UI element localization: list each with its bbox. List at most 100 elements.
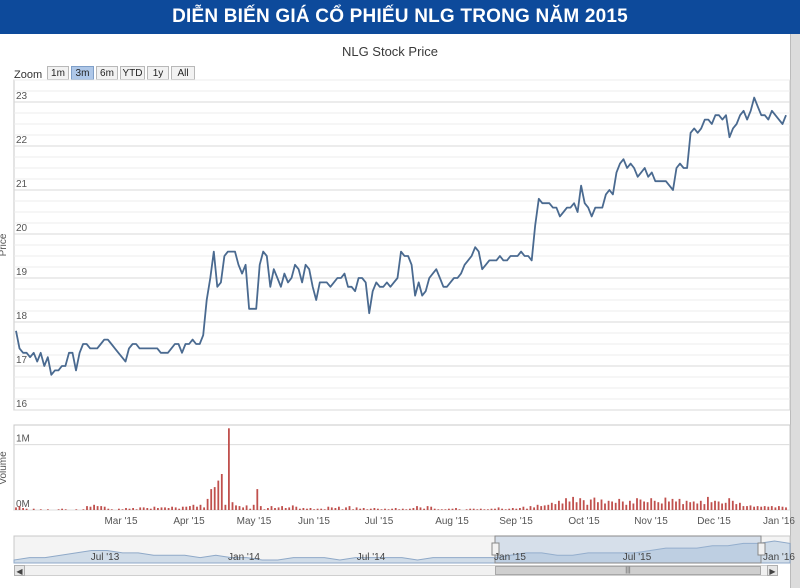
scroll-left-icon[interactable]: ◀	[14, 565, 25, 576]
volume-bar	[164, 507, 166, 510]
volume-bar	[387, 509, 390, 510]
volume-bar	[458, 509, 461, 510]
volume-bar	[341, 509, 344, 510]
volume-bar	[494, 508, 496, 510]
volume-bar	[118, 508, 120, 510]
volume-bar	[238, 506, 241, 510]
volume-bar	[380, 509, 383, 510]
volume-bar	[515, 508, 518, 510]
volume-bar	[242, 507, 244, 510]
volume-bar	[685, 500, 688, 510]
volume-bar	[778, 506, 780, 510]
volume-bar	[611, 501, 613, 510]
volume-bar	[39, 509, 42, 510]
volume-bar	[192, 504, 195, 510]
volume-bar	[274, 508, 276, 510]
volume-bar	[384, 508, 386, 510]
volume-bar	[717, 501, 720, 510]
volume-bar	[110, 509, 113, 510]
volume-bar	[306, 508, 308, 510]
volume-bar	[660, 503, 663, 510]
volume-bar	[323, 509, 326, 510]
volume-bar	[699, 500, 702, 510]
volume-bar	[394, 508, 397, 510]
volume-plot-area	[13, 424, 791, 511]
volume-bar	[579, 498, 582, 510]
volume-bar	[653, 500, 656, 510]
volume-bar	[235, 505, 237, 510]
volume-bar	[519, 508, 521, 510]
volume-bar	[281, 506, 283, 510]
volume-tick-label: 0M	[16, 499, 30, 510]
volume-bar	[377, 508, 379, 510]
volume-bar	[426, 506, 429, 510]
volume-bar	[572, 496, 574, 510]
volume-bar	[554, 504, 557, 510]
volume-bar	[643, 501, 645, 510]
volume-bar	[61, 508, 63, 510]
volume-bar	[96, 506, 99, 510]
volume-bar	[540, 506, 543, 510]
navigator-right-handle	[757, 542, 766, 556]
volume-bar	[629, 500, 631, 510]
volume-bar	[529, 506, 532, 510]
volume-bar	[770, 506, 773, 510]
volume-bar	[196, 506, 198, 510]
volume-bar	[291, 505, 294, 510]
volume-bar	[636, 498, 638, 510]
volume-bar	[561, 503, 564, 510]
volume-bar	[675, 501, 677, 510]
price-tick-label: 18	[16, 311, 28, 322]
volume-bar	[330, 507, 333, 510]
volume-bar	[526, 508, 528, 510]
volume-bar	[739, 502, 741, 510]
x-tick-label: Mar '15	[104, 516, 137, 527]
price-tick-label: 19	[16, 267, 28, 278]
volume-bar	[423, 508, 425, 510]
volume-bar	[568, 501, 571, 510]
volume-bar	[267, 508, 269, 510]
volume-bar	[490, 508, 493, 510]
volume-bar	[781, 506, 784, 510]
scroll-right-icon[interactable]: ▶	[767, 565, 778, 576]
volume-bar	[416, 506, 418, 510]
volume-bar	[710, 502, 713, 510]
volume-bar	[774, 507, 777, 510]
x-tick-label: Aug '15	[435, 516, 469, 527]
zoom-button-1m[interactable]: 1m	[47, 66, 69, 80]
volume-bar	[206, 498, 209, 510]
volume-bar	[401, 508, 404, 510]
price-axis-label: Price	[0, 233, 9, 256]
volume-bar	[252, 504, 255, 510]
volume-bar	[558, 500, 560, 510]
scrollbar-thumb[interactable]: |||	[495, 566, 761, 575]
volume-bar	[75, 509, 78, 510]
volume-bar	[547, 504, 550, 510]
volume-bar	[391, 508, 393, 510]
volume-bar	[582, 500, 585, 510]
volume-bar	[444, 509, 447, 510]
volume-bar	[597, 502, 599, 510]
price-series-line	[15, 96, 787, 376]
volume-bar	[607, 500, 610, 510]
volume-bar	[405, 509, 408, 510]
volume-bar	[47, 509, 49, 510]
volume-bar	[604, 503, 606, 510]
navigator-tick-label: Jan '15	[494, 552, 526, 563]
volume-bar	[64, 509, 67, 510]
volume-bar	[465, 509, 468, 510]
volume-bar	[533, 507, 535, 510]
volume-bar	[785, 507, 787, 510]
x-tick-label: Jul '15	[365, 516, 394, 527]
volume-bar	[86, 506, 88, 510]
volume-bar	[703, 504, 706, 510]
x-tick-label: Jan '16	[763, 516, 795, 527]
volume-bar	[373, 508, 376, 510]
x-tick-label: Dec '15	[697, 516, 731, 527]
zoom-button-6m[interactable]: 6m	[96, 66, 118, 80]
navigator-series	[13, 540, 791, 564]
volume-bar	[224, 504, 227, 510]
volume-bar	[146, 508, 149, 510]
volume-bar	[756, 506, 759, 510]
volume-bar	[125, 508, 127, 510]
